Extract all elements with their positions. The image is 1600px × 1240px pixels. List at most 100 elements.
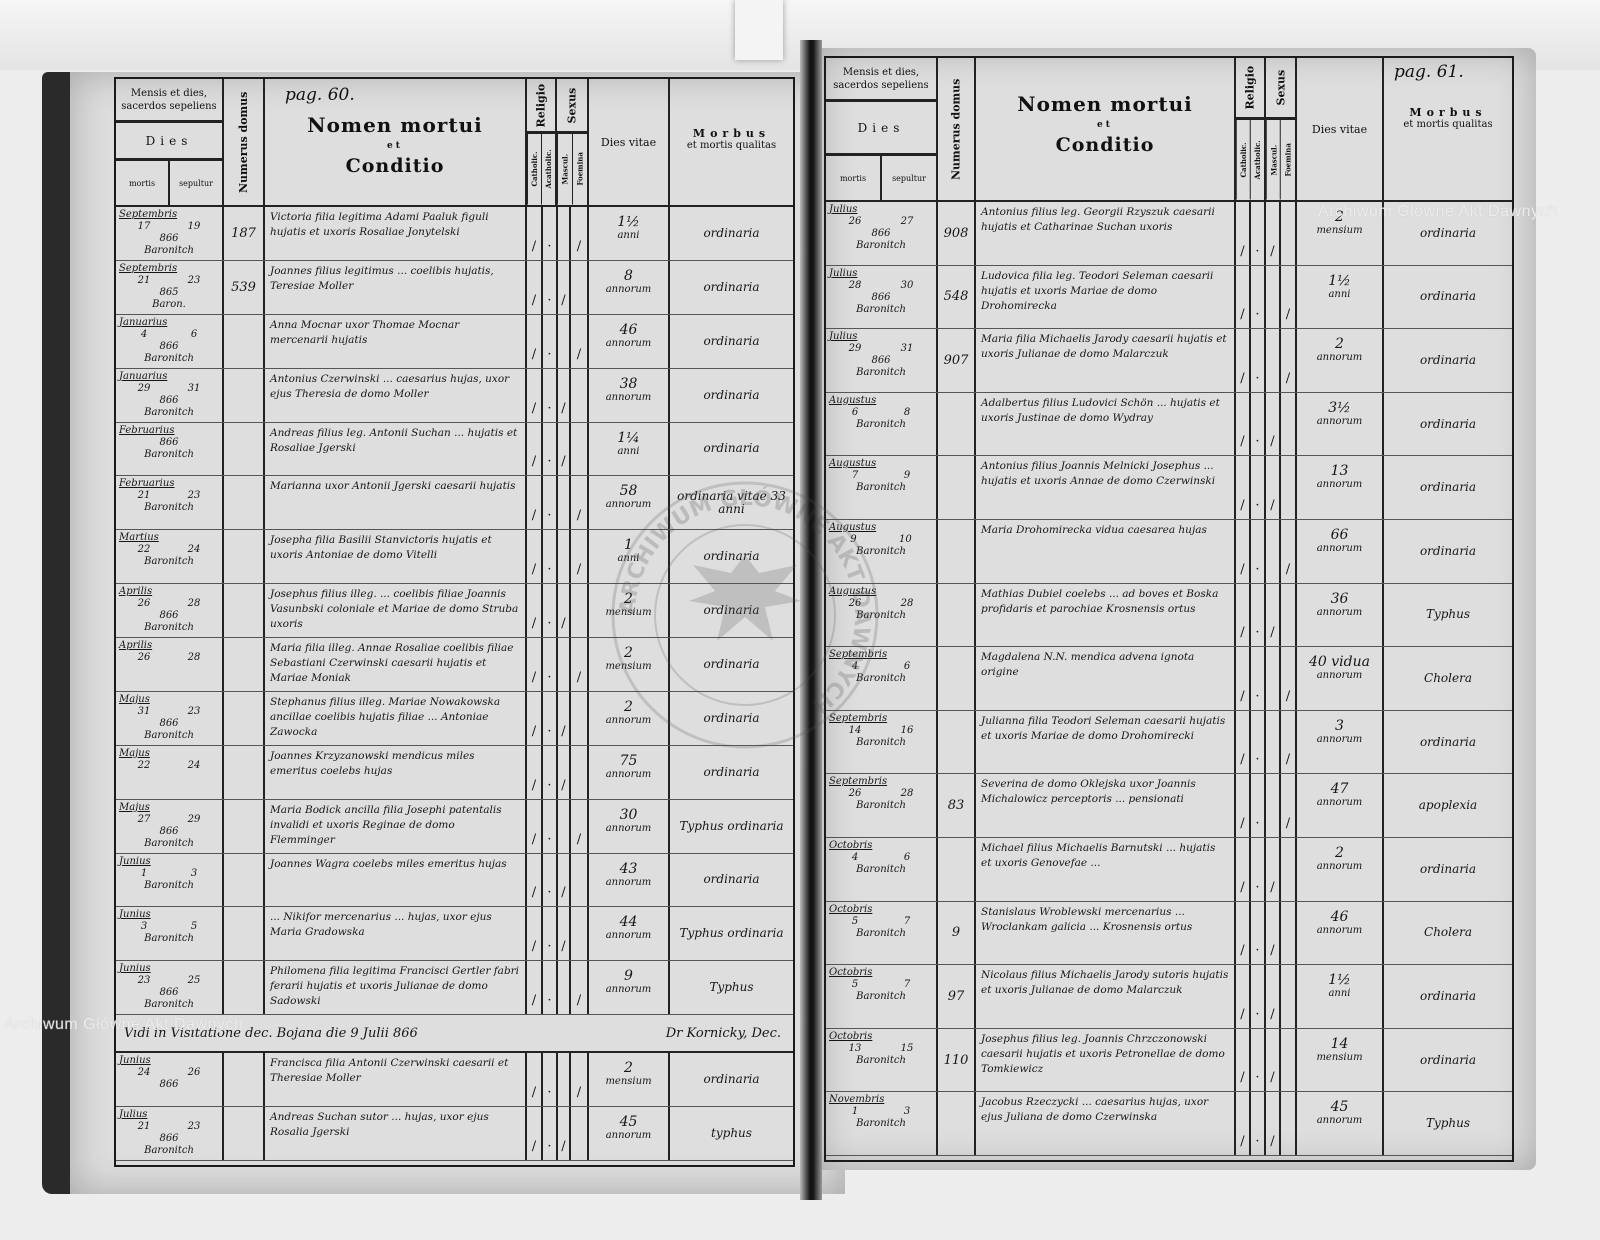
date-cell: Septembris 21 23 865 Baron. <box>116 260 224 314</box>
month: Novembris <box>829 1094 885 1106</box>
nomen-conditio: Victoria filia legitima Adami Paaluk fig… <box>265 207 527 260</box>
dies-vitae: 66 annorum <box>1297 519 1384 583</box>
age-value: 1½ <box>1328 272 1351 289</box>
register-entry-row: Junius 24 26 866 Francisca filia Antonii Cze… <box>116 1053 793 1107</box>
date-cell: Octobris 5 7 Baronitch <box>826 965 938 1028</box>
numerus-domus <box>224 368 265 422</box>
numerus-domus <box>938 583 976 647</box>
age-unit: mensium <box>605 1076 652 1088</box>
month: Majus <box>119 801 150 813</box>
age-value: 43 <box>619 860 638 877</box>
date-cell: Januarius 4 6 866 Baronitch <box>116 314 224 368</box>
age-unit: anni <box>1328 988 1351 1000</box>
day-sepultur: 6 <box>190 328 198 340</box>
month: Septembris <box>119 209 178 220</box>
day-mortis: 31 <box>137 705 151 717</box>
age-value: 40 vidua <box>1309 654 1370 671</box>
watermark-bottom-left: Archiwum Główne Akt Dawnych <box>4 1016 244 1033</box>
catholic-mark: / <box>1236 456 1251 519</box>
numerus-domus: 83 <box>938 774 976 837</box>
age-unit: annorum <box>1316 1115 1363 1127</box>
acatholic-mark: · <box>543 638 558 691</box>
day-mortis: 5 <box>851 915 859 927</box>
catholic-mark: / <box>527 368 543 422</box>
acatholic-mark: · <box>543 691 558 745</box>
age-value: 44 <box>619 914 638 931</box>
female-mark: / <box>571 1053 589 1106</box>
days: 26 28 <box>829 598 933 610</box>
date-cell: Septembris 4 6 Baronitch <box>826 647 938 710</box>
catholic-mark: / <box>1236 392 1251 456</box>
book-spine <box>800 40 822 1200</box>
date-cell: Majus 22 24 <box>116 745 224 799</box>
acatholic-mark: · <box>1251 774 1266 837</box>
catholic-mark: / <box>527 638 543 691</box>
days: 28 30 <box>829 280 933 292</box>
date-cell: Novembris 1 3 Baronitch <box>826 1092 938 1155</box>
acatholic-mark: · <box>543 584 558 637</box>
nomen-conditio: Stanislaus Wroblewski mercenarius ... Wr… <box>976 901 1236 965</box>
catholic-mark: / <box>527 584 543 637</box>
month: Octobris <box>829 839 873 851</box>
morbus: apoplexia <box>1418 798 1478 813</box>
acatholic-mark: · <box>543 1107 558 1160</box>
nomen-conditio: Severina de domo Oklejska uxor Joannis M… <box>976 774 1236 837</box>
nomen-conditio: Maria Drohomirecka vidua caesarea hujas <box>976 519 1236 583</box>
male-mark: / <box>1266 837 1281 901</box>
month: Octobris <box>829 1030 873 1042</box>
days: 21 23 <box>119 490 219 502</box>
days: 27 29 <box>119 814 219 826</box>
dies-vitae: 36 annorum <box>1297 583 1384 647</box>
age-unit: annorum <box>1316 860 1363 872</box>
day-mortis: 5 <box>851 979 859 991</box>
sacerdos: Baronitch <box>144 406 194 418</box>
numerus-domus: 110 <box>938 1028 976 1092</box>
catholic-mark: / <box>527 1053 543 1106</box>
morbus: ordinaria vitae 33 anni <box>677 488 786 516</box>
morbus: ordinaria <box>670 584 793 637</box>
age-value: 2 <box>1335 844 1344 861</box>
morbus: ordinaria <box>1419 352 1477 367</box>
day-sepultur: 23 <box>187 1121 201 1132</box>
day-sepultur: 10 <box>899 533 912 545</box>
day-mortis: 1 <box>140 867 148 879</box>
age-value: 3½ <box>1328 399 1351 416</box>
morbus: typhus <box>711 1125 752 1140</box>
catholic-mark: / <box>527 799 543 853</box>
day-sepultur: 31 <box>900 343 914 355</box>
morbus-subtitle: et mortis qualitas <box>686 140 777 151</box>
sacerdos: Baronitch <box>856 800 906 812</box>
day-mortis: 26 <box>137 652 151 663</box>
catholic-mark: / <box>1236 710 1251 774</box>
morbus-title: Morbus <box>692 127 771 140</box>
sacerdos: Baronitch <box>856 736 906 748</box>
nomen-conditio: Maria Bodick ancilla filia Josephi paten… <box>265 799 527 853</box>
morbus: ordinaria <box>703 549 760 564</box>
register-entry-row: Septembris 4 6 Baronitch Magdalena N.N. mend… <box>826 647 1512 711</box>
morbus: ordinaria <box>703 387 760 402</box>
dies-vitae: 3½ annorum <box>1297 392 1384 456</box>
male-mark <box>1266 774 1281 837</box>
female-mark <box>1281 456 1297 519</box>
female-mark <box>571 1107 589 1160</box>
register-entry-row: Septembris 21 23 865 Baron. 539 Joannes filius… <box>116 260 793 315</box>
numerus-domus <box>224 961 265 1015</box>
numerus-domus: 908 <box>938 202 976 265</box>
year: 866 <box>159 825 179 837</box>
age-unit: annorum <box>605 876 652 888</box>
day-mortis: 26 <box>848 216 862 227</box>
numerus-domus <box>224 799 265 853</box>
register-entry-row: Martius 22 24 Baronitch Josepha filia Basili… <box>116 530 793 585</box>
month: Augustus <box>829 458 877 470</box>
nomen-conditio: Antonius Czerwinski ... caesarius hujas,… <box>265 368 527 422</box>
sacerdos: Baronitch <box>144 622 194 634</box>
date-cell: Augustus 7 9 Baronitch <box>826 456 938 519</box>
nomen-conditio: Adalbertus filius Ludovici Schön ... huj… <box>976 392 1236 456</box>
date-cell: Octobris 5 7 Baronitch <box>826 901 938 965</box>
male-mark: / <box>1266 901 1281 965</box>
sacerdos: Baronitch <box>144 245 194 256</box>
day-mortis: 6 <box>851 406 859 418</box>
sacerdos: Baronitch <box>856 482 906 494</box>
day-sepultur: 23 <box>187 274 201 286</box>
day-sepultur: 6 <box>903 661 911 673</box>
